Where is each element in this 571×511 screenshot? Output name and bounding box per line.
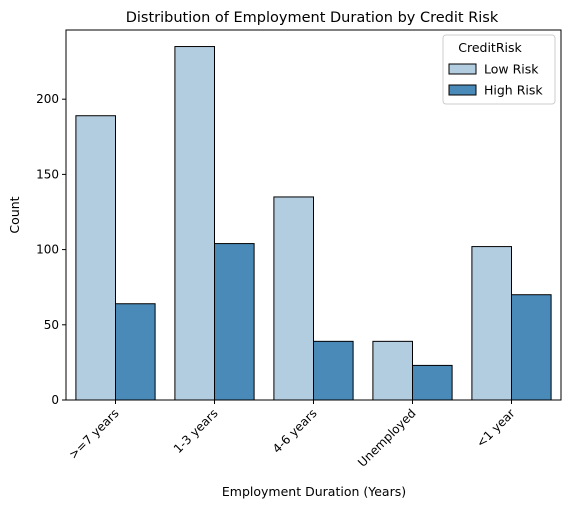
bar <box>511 294 552 401</box>
bar <box>471 246 512 401</box>
bar <box>313 340 354 401</box>
bar <box>115 303 156 401</box>
y-tick-label: 0 <box>51 393 59 407</box>
bar <box>412 364 453 401</box>
x-tick-label: 4-6 years <box>270 406 320 456</box>
x-tick-label: >=7 years <box>66 406 122 462</box>
chart-title: Distribution of Employment Duration by C… <box>126 10 499 26</box>
legend: CreditRisk Low Risk High Risk <box>442 34 556 105</box>
y-tick-label: 50 <box>44 318 59 332</box>
plot-frame <box>65 29 562 401</box>
y-axis-label: Count <box>7 196 22 233</box>
x-tick-label: <1 year <box>474 406 518 450</box>
y-tick-label: 200 <box>36 92 59 106</box>
bar <box>75 115 116 401</box>
y-tick-label: 100 <box>36 243 59 257</box>
x-tick-label: Unemployed <box>355 406 419 470</box>
bar <box>174 46 215 401</box>
bar <box>273 196 314 401</box>
legend-swatch <box>448 63 477 75</box>
legend-title: CreditRisk <box>458 40 522 55</box>
legend-label: High Risk <box>484 83 543 98</box>
plot-area: >=7 years 1-3 years 4-6 years Unemployed <1 … <box>36 46 552 470</box>
legend-swatch <box>448 84 477 96</box>
bar <box>372 340 413 401</box>
legend-label: Low Risk <box>484 62 539 77</box>
x-axis-label: Employment Duration (Years) <box>222 484 406 499</box>
x-tick-label: 1-3 years <box>171 406 221 456</box>
bar <box>214 243 255 401</box>
y-tick-label: 150 <box>36 167 59 181</box>
